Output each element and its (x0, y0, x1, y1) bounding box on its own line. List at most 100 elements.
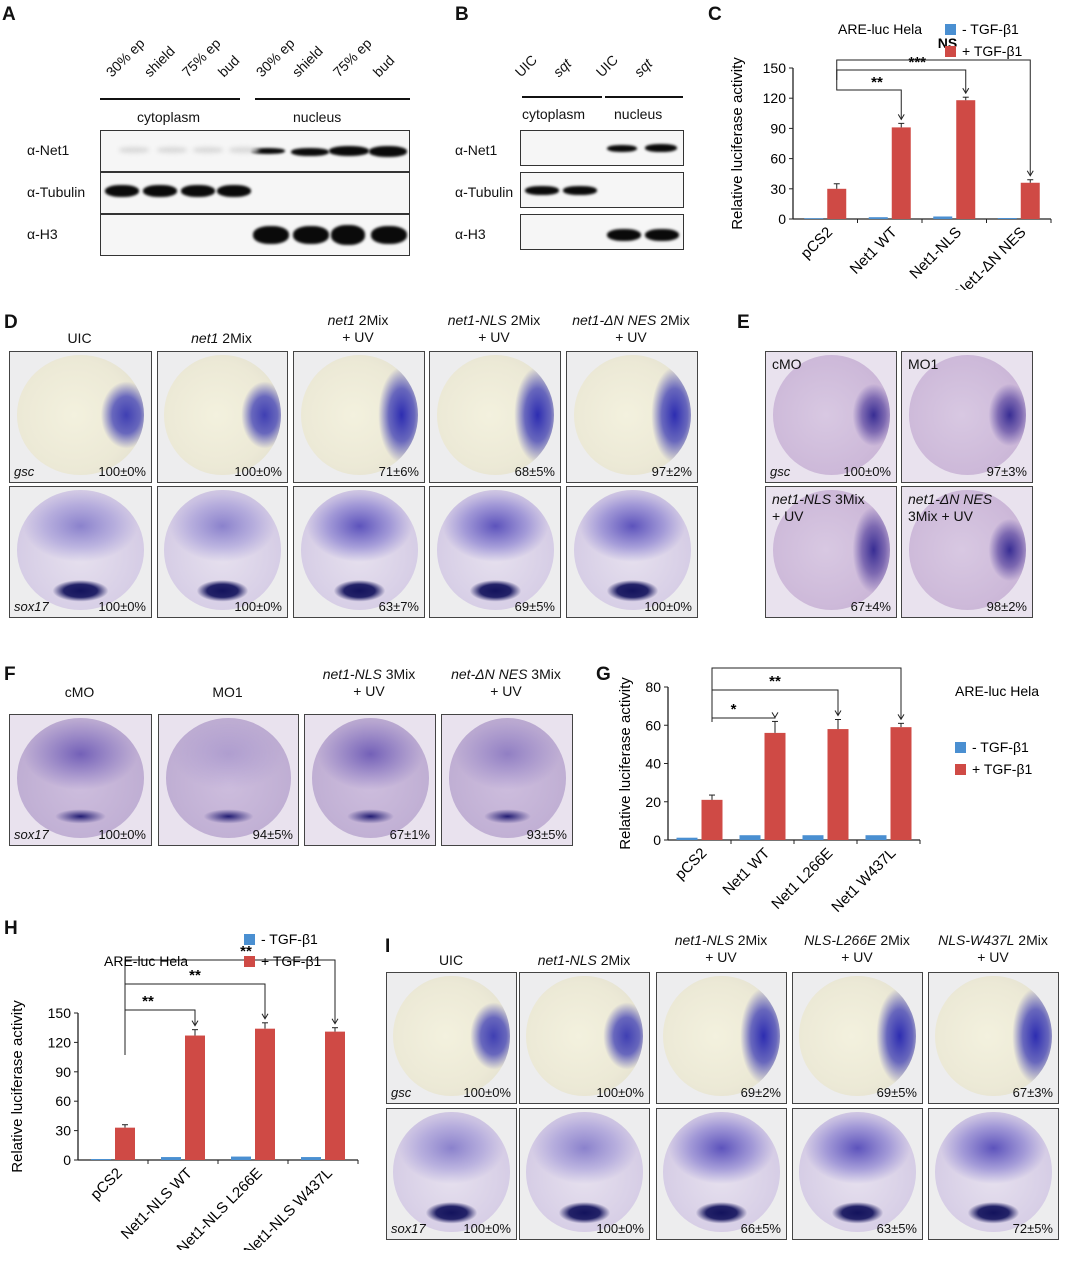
pct-i-0-4: 67±3% (1012, 1085, 1053, 1100)
column-label-f-0: cMO (64, 684, 95, 700)
sig-bracket-h-0 (124, 1009, 196, 1055)
embryo-f-3: 93±5% (441, 714, 573, 846)
net1-band-a-2 (329, 146, 369, 156)
embryo-e-2-body (772, 490, 890, 610)
row-label-a-2: α-H3 (27, 226, 58, 242)
blot-strip-b-2 (520, 214, 684, 250)
blot-strip-a-1 (100, 172, 410, 214)
y-tick-label-h-4: 120 (48, 1034, 72, 1050)
h3-band-b-0 (607, 229, 641, 241)
sig-arrow-c-0 (897, 114, 905, 121)
embryo-e-3-body (908, 490, 1026, 610)
embryo-d-1-2-body (300, 490, 418, 610)
sig-arrow-h-1 (261, 1013, 269, 1020)
pct-d-0-0: 100±0% (98, 464, 146, 479)
embryo-i-1-3-body (799, 1112, 916, 1232)
embryo-f-0-body (17, 718, 144, 838)
net1-band-b-0 (607, 144, 637, 152)
gene-label-i-0: gsc (391, 1085, 412, 1100)
pct-i-0-1: 100±0% (596, 1085, 644, 1100)
embryo-d-0-0-body (17, 355, 144, 475)
sig-label-g-2: *** (798, 660, 816, 668)
pct-d-1-2: 63±7% (378, 599, 419, 614)
tubulin-band-a-1 (143, 185, 177, 197)
bar-c-1-2 (956, 100, 976, 219)
y-tick-label-c-1: 30 (770, 181, 786, 197)
stage-label-a-1: shield (140, 42, 178, 80)
embryo-d-0-2-body (300, 355, 418, 475)
sig-bracket-h-2 (124, 959, 336, 1055)
panel-label-f: F (4, 664, 16, 685)
legend-label-h-1: + TGF-β1 (261, 953, 322, 969)
column-label-d-3: net1-NLS 2Mix + UV (447, 312, 541, 345)
legend-swatch-h-1 (244, 956, 255, 967)
panel-label-d: D (4, 312, 18, 333)
panel-label-i: I (385, 936, 391, 957)
x-tick-label-g-3: Net1 W437L (828, 845, 899, 915)
pct-f-0: 100±0% (98, 827, 146, 842)
legend-label-g-0: - TGF-β1 (972, 739, 1029, 755)
embryo-e-0: cMO gsc 100±0% (765, 351, 897, 483)
bar-g-1-1 (764, 732, 786, 840)
x-tick-label-g-1: Net1 WT (719, 845, 773, 899)
y-tick-label-h-0: 0 (63, 1152, 71, 1168)
bar-g-0-0 (676, 837, 698, 840)
blot-strip-a-0 (100, 130, 410, 172)
net1-band-b-1 (645, 144, 677, 152)
embryo-d-0-4-body (573, 355, 691, 475)
column-label-f-3: net-ΔN NES 3Mix + UV (451, 666, 561, 699)
column-label-d-4: net1-ΔN NES 2Mix + UV (572, 312, 690, 345)
embryo-e-1-body (908, 355, 1026, 475)
bar-c-0-0 (804, 218, 824, 219)
embryo-f-2-body (311, 718, 429, 838)
pct-i-1-1: 100±0% (596, 1221, 644, 1236)
x-tick-label-g-0: pCS2 (672, 845, 711, 884)
sig-arrow-g-0 (771, 712, 779, 719)
column-label-f-1: MO1 (212, 684, 243, 700)
embryo-d-1-3: 69±5% (429, 486, 561, 618)
pct-e-2: 67±4% (850, 599, 891, 614)
gene-label-d-0: gsc (14, 464, 35, 479)
bar-g-1-0 (701, 799, 723, 840)
legend-label-c-0: - TGF-β1 (962, 21, 1019, 37)
y-tick-label-g-0: 0 (653, 832, 661, 848)
stage-label-a-3: bud (214, 52, 243, 80)
embryo-d-1-3-body (436, 490, 554, 610)
embryo-i-0-4-body (935, 976, 1052, 1096)
pct-i-0-0: 100±0% (463, 1085, 511, 1100)
bar-g-1-2 (827, 729, 849, 840)
x-tick-label-c-3: Net1-ΔN NES (952, 224, 1029, 290)
y-tick-label-c-4: 120 (763, 90, 787, 106)
panel-label-g: G (596, 664, 611, 685)
net1-faint-a-3 (229, 147, 259, 153)
net1-band-a-3 (369, 145, 407, 157)
embryo-i-1-0-body (393, 1112, 510, 1232)
stage-label-a-6: 75% ep (329, 35, 375, 80)
embryo-i-1-0: sox17 100±0% (386, 1108, 517, 1240)
embryo-f-2: 67±1% (304, 714, 436, 846)
pct-d-0-3: 68±5% (514, 464, 555, 479)
sig-bracket-c-0 (836, 80, 902, 120)
embryo-i-0-3: 69±5% (792, 972, 923, 1104)
bar-h-1-2 (255, 1028, 275, 1160)
embryo-i-1-1: 100±0% (519, 1108, 650, 1240)
embryo-d-0-4: 97±2% (566, 351, 698, 483)
y-axis-label-c: Relative luciferase activity (729, 57, 746, 230)
column-label-i-3: NLS-L266E 2Mix + UV (804, 932, 910, 965)
panel-label-c: C (708, 4, 722, 25)
embryo-i-0-4: 67±3% (928, 972, 1059, 1104)
fraction-label-a-cyto: cytoplasm (137, 109, 201, 125)
sig-label-c-1: *** (908, 54, 926, 71)
embryo-i-1-4: 72±5% (928, 1108, 1059, 1240)
bar-h-0-2 (231, 1156, 251, 1160)
row-label-a-1: α-Tubulin (27, 184, 86, 200)
y-tick-label-g-1: 20 (645, 794, 661, 810)
bar-c-1-3 (1020, 182, 1040, 219)
pct-e-0: 100±0% (843, 464, 891, 479)
embryo-e-3: net1-ΔN NES 3Mix + UV 98±2% (901, 486, 1033, 618)
x-tick-label-c-1: Net1 WT (847, 224, 901, 278)
chart-title-h: ARE-luc Hela (104, 953, 188, 969)
bar-c-0-1 (868, 217, 888, 219)
column-label-d-2: net1 2Mix + UV (327, 312, 389, 345)
embryo-d-1-4: 100±0% (566, 486, 698, 618)
